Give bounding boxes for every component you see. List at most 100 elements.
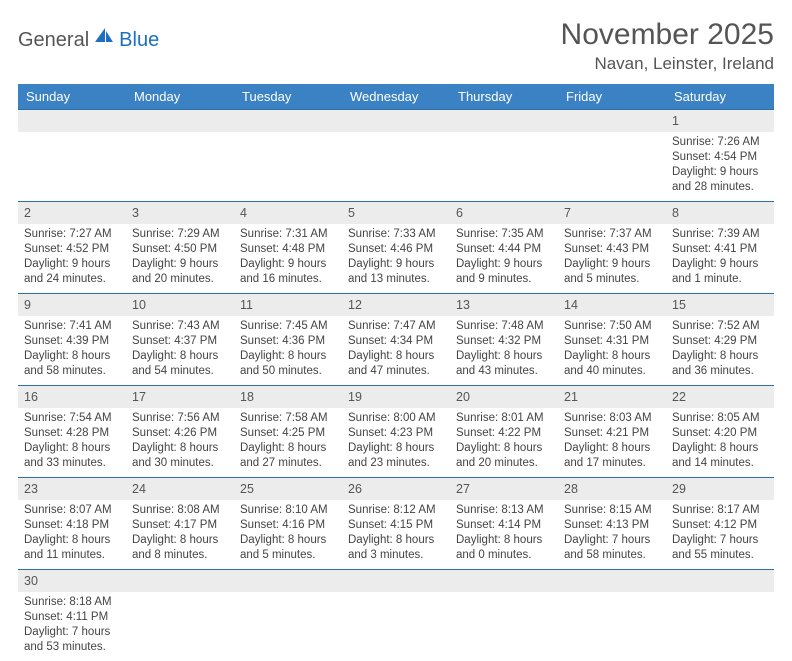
location: Navan, Leinster, Ireland bbox=[561, 54, 774, 74]
weekday-header-row: Sunday Monday Tuesday Wednesday Thursday… bbox=[18, 84, 774, 110]
day-number-cell bbox=[234, 570, 342, 593]
day-number-cell: 5 bbox=[342, 202, 450, 225]
logo-text-blue: Blue bbox=[119, 29, 159, 52]
day-number-cell bbox=[234, 110, 342, 133]
day-detail-cell: Sunrise: 7:47 AMSunset: 4:34 PMDaylight:… bbox=[342, 316, 450, 385]
day-detail-cell: Sunrise: 7:29 AMSunset: 4:50 PMDaylight:… bbox=[126, 224, 234, 293]
day-detail-cell: Sunrise: 7:33 AMSunset: 4:46 PMDaylight:… bbox=[342, 224, 450, 293]
day-detail-cell: Sunrise: 7:43 AMSunset: 4:37 PMDaylight:… bbox=[126, 316, 234, 385]
day-number-cell: 27 bbox=[450, 478, 558, 501]
day-number-cell bbox=[126, 570, 234, 593]
day-detail-cell bbox=[450, 592, 558, 661]
weekday-header: Monday bbox=[126, 84, 234, 110]
day-number-cell bbox=[342, 570, 450, 593]
day-detail-row: Sunrise: 7:27 AMSunset: 4:52 PMDaylight:… bbox=[18, 224, 774, 293]
day-number-cell: 3 bbox=[126, 202, 234, 225]
calendar-table: Sunday Monday Tuesday Wednesday Thursday… bbox=[18, 84, 774, 661]
day-detail-cell: Sunrise: 7:56 AMSunset: 4:26 PMDaylight:… bbox=[126, 408, 234, 477]
weekday-header: Friday bbox=[558, 84, 666, 110]
day-number-cell: 8 bbox=[666, 202, 774, 225]
weekday-header: Sunday bbox=[18, 84, 126, 110]
day-detail-cell: Sunrise: 8:15 AMSunset: 4:13 PMDaylight:… bbox=[558, 500, 666, 569]
day-detail-cell bbox=[234, 592, 342, 661]
day-detail-cell bbox=[342, 592, 450, 661]
weekday-header: Tuesday bbox=[234, 84, 342, 110]
day-detail-cell: Sunrise: 7:35 AMSunset: 4:44 PMDaylight:… bbox=[450, 224, 558, 293]
day-number-row: 2345678 bbox=[18, 202, 774, 225]
day-number-cell bbox=[558, 110, 666, 133]
day-number-cell bbox=[126, 110, 234, 133]
day-detail-cell bbox=[126, 132, 234, 201]
day-detail-cell: Sunrise: 8:10 AMSunset: 4:16 PMDaylight:… bbox=[234, 500, 342, 569]
day-number-row: 1 bbox=[18, 110, 774, 133]
day-detail-cell: Sunrise: 7:41 AMSunset: 4:39 PMDaylight:… bbox=[18, 316, 126, 385]
day-number-cell: 10 bbox=[126, 294, 234, 317]
day-detail-cell: Sunrise: 7:48 AMSunset: 4:32 PMDaylight:… bbox=[450, 316, 558, 385]
day-detail-cell: Sunrise: 8:07 AMSunset: 4:18 PMDaylight:… bbox=[18, 500, 126, 569]
day-detail-cell: Sunrise: 7:50 AMSunset: 4:31 PMDaylight:… bbox=[558, 316, 666, 385]
logo-text-general: General bbox=[18, 29, 89, 52]
day-detail-cell: Sunrise: 8:17 AMSunset: 4:12 PMDaylight:… bbox=[666, 500, 774, 569]
day-detail-cell bbox=[342, 132, 450, 201]
day-detail-cell: Sunrise: 8:05 AMSunset: 4:20 PMDaylight:… bbox=[666, 408, 774, 477]
weekday-header: Wednesday bbox=[342, 84, 450, 110]
day-number-cell: 28 bbox=[558, 478, 666, 501]
day-number-cell: 9 bbox=[18, 294, 126, 317]
day-detail-cell: Sunrise: 7:52 AMSunset: 4:29 PMDaylight:… bbox=[666, 316, 774, 385]
day-number-cell: 12 bbox=[342, 294, 450, 317]
day-number-row: 23242526272829 bbox=[18, 478, 774, 501]
day-detail-cell: Sunrise: 8:13 AMSunset: 4:14 PMDaylight:… bbox=[450, 500, 558, 569]
day-detail-cell: Sunrise: 8:00 AMSunset: 4:23 PMDaylight:… bbox=[342, 408, 450, 477]
day-detail-cell bbox=[666, 592, 774, 661]
day-detail-cell: Sunrise: 7:58 AMSunset: 4:25 PMDaylight:… bbox=[234, 408, 342, 477]
day-number-cell: 11 bbox=[234, 294, 342, 317]
day-number-cell: 29 bbox=[666, 478, 774, 501]
day-number-cell bbox=[666, 570, 774, 593]
day-number-cell: 2 bbox=[18, 202, 126, 225]
day-number-cell bbox=[450, 570, 558, 593]
day-detail-cell: Sunrise: 8:01 AMSunset: 4:22 PMDaylight:… bbox=[450, 408, 558, 477]
day-detail-cell: Sunrise: 7:39 AMSunset: 4:41 PMDaylight:… bbox=[666, 224, 774, 293]
day-number-row: 16171819202122 bbox=[18, 386, 774, 409]
day-number-cell: 30 bbox=[18, 570, 126, 593]
day-number-cell bbox=[558, 570, 666, 593]
day-number-cell: 21 bbox=[558, 386, 666, 409]
day-detail-cell: Sunrise: 8:12 AMSunset: 4:15 PMDaylight:… bbox=[342, 500, 450, 569]
day-number-cell bbox=[450, 110, 558, 133]
day-detail-cell: Sunrise: 7:37 AMSunset: 4:43 PMDaylight:… bbox=[558, 224, 666, 293]
day-detail-cell: Sunrise: 7:27 AMSunset: 4:52 PMDaylight:… bbox=[18, 224, 126, 293]
day-detail-row: Sunrise: 7:54 AMSunset: 4:28 PMDaylight:… bbox=[18, 408, 774, 477]
day-detail-cell bbox=[234, 132, 342, 201]
day-detail-cell: Sunrise: 7:31 AMSunset: 4:48 PMDaylight:… bbox=[234, 224, 342, 293]
day-number-cell: 19 bbox=[342, 386, 450, 409]
header: General Blue November 2025 Navan, Leinst… bbox=[18, 18, 774, 74]
day-number-cell: 17 bbox=[126, 386, 234, 409]
sail-icon bbox=[93, 26, 115, 49]
day-number-cell: 16 bbox=[18, 386, 126, 409]
day-detail-cell: Sunrise: 7:26 AMSunset: 4:54 PMDaylight:… bbox=[666, 132, 774, 201]
day-number-cell: 4 bbox=[234, 202, 342, 225]
title-block: November 2025 Navan, Leinster, Ireland bbox=[561, 18, 774, 74]
day-number-cell bbox=[18, 110, 126, 133]
day-number-cell: 22 bbox=[666, 386, 774, 409]
day-number-cell: 6 bbox=[450, 202, 558, 225]
day-detail-cell bbox=[18, 132, 126, 201]
day-detail-cell: Sunrise: 8:18 AMSunset: 4:11 PMDaylight:… bbox=[18, 592, 126, 661]
day-detail-cell bbox=[126, 592, 234, 661]
day-number-cell: 18 bbox=[234, 386, 342, 409]
day-detail-cell: Sunrise: 8:03 AMSunset: 4:21 PMDaylight:… bbox=[558, 408, 666, 477]
day-detail-row: Sunrise: 8:07 AMSunset: 4:18 PMDaylight:… bbox=[18, 500, 774, 569]
day-detail-row: Sunrise: 7:26 AMSunset: 4:54 PMDaylight:… bbox=[18, 132, 774, 201]
day-number-cell bbox=[342, 110, 450, 133]
day-detail-row: Sunrise: 8:18 AMSunset: 4:11 PMDaylight:… bbox=[18, 592, 774, 661]
day-detail-cell: Sunrise: 7:54 AMSunset: 4:28 PMDaylight:… bbox=[18, 408, 126, 477]
day-number-cell: 23 bbox=[18, 478, 126, 501]
day-detail-cell bbox=[558, 592, 666, 661]
day-number-cell: 1 bbox=[666, 110, 774, 133]
weekday-header: Saturday bbox=[666, 84, 774, 110]
day-detail-cell: Sunrise: 8:08 AMSunset: 4:17 PMDaylight:… bbox=[126, 500, 234, 569]
day-number-row: 9101112131415 bbox=[18, 294, 774, 317]
day-detail-row: Sunrise: 7:41 AMSunset: 4:39 PMDaylight:… bbox=[18, 316, 774, 385]
day-number-cell: 26 bbox=[342, 478, 450, 501]
day-detail-cell bbox=[450, 132, 558, 201]
